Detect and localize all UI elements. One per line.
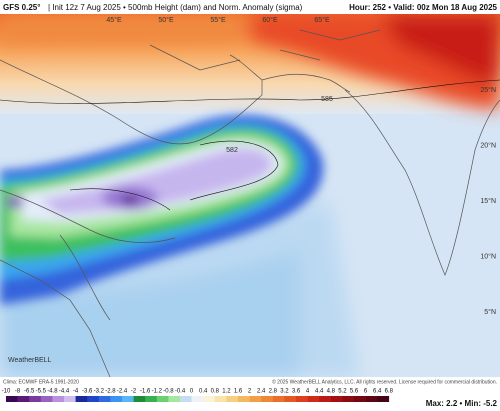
- colorbar-tick-label: 4.4: [315, 389, 324, 395]
- contour-label: 582: [226, 147, 238, 154]
- colorbar-segment: [342, 396, 355, 402]
- longitude-label: 65°E: [314, 16, 330, 24]
- longitude-label: 45°E: [106, 16, 122, 24]
- colorbar-segment: [64, 396, 76, 402]
- colorbar-segment: [145, 396, 158, 402]
- footer-bar: [0, 377, 500, 411]
- colorbar-tick-label: -5.5: [36, 389, 47, 395]
- colorbar-segment: [296, 396, 308, 402]
- colorbar-segment: [180, 396, 192, 402]
- copyright: © 2025 WeatherBELL Analytics, LLC. All r…: [272, 378, 497, 385]
- colorbar-segment: [191, 396, 204, 402]
- colorbar-segment: [307, 396, 320, 402]
- colorbar-segment: [6, 396, 18, 402]
- map-labels: 45°E 50°E 55°E 60°E 65°E 25°N 20°N 15°N 10°N 5°N 5…: [106, 16, 496, 316]
- colorbar-segment: [284, 396, 297, 402]
- colorbar-tick-label: -1.6: [140, 389, 151, 395]
- colorbar-tick-label: 6: [364, 389, 368, 395]
- latitude-label: 15°N: [480, 197, 496, 205]
- colorbar-segment: [29, 396, 42, 402]
- colorbar-segment: [203, 396, 216, 402]
- cold-anomaly: [0, 115, 324, 306]
- colorbar-segment: [40, 396, 53, 402]
- colorbar-tick-label: -3.6: [82, 389, 93, 395]
- colorbar-tick-label: -10: [2, 389, 11, 395]
- colorbar-segment: [98, 396, 111, 402]
- colorbar-tick-label: -0.4: [175, 389, 186, 395]
- header-bar: [0, 0, 500, 14]
- colorbar-segment: [319, 396, 332, 402]
- colorbar-tick-label: 0: [190, 389, 194, 395]
- colorbar: -10 -8 -6.5 -5.5 -4.8 -4.4 -4 -3.6 -3.2 -2.8 -2.4-…: [2, 389, 394, 402]
- colorbar-tick-label: -1.2: [152, 389, 163, 395]
- colorbar-segment: [75, 396, 88, 402]
- colorbar-segment: [261, 396, 274, 402]
- colorbar-tick-label: 1.6: [234, 389, 243, 395]
- colorbar-segment: [330, 396, 343, 402]
- colorbar-segment: [238, 396, 250, 402]
- max-min: Max: 2.2 • Min: -5.2: [426, 399, 498, 408]
- latitude-label: 10°N: [480, 252, 496, 260]
- colorbar-tick-label: 6.8: [385, 389, 394, 395]
- latitude-label: 20°N: [480, 141, 496, 149]
- longitude-label: 50°E: [158, 16, 174, 24]
- longitude-label: 55°E: [210, 16, 226, 24]
- colorbar-tick-label: -8: [15, 389, 21, 395]
- header-valid: Hour: 252 • Valid: 00z Mon 18 Aug 2025: [349, 3, 497, 12]
- colorbar-tick-label: -3.2: [94, 389, 105, 395]
- header-subtitle: | Init 12z 7 Aug 2025 • 500mb Height (da…: [48, 3, 303, 12]
- colorbar-segment: [122, 396, 134, 402]
- colorbar-tick-label: 0.4: [199, 389, 208, 395]
- colorbar-segment: [133, 396, 146, 402]
- colorbar-tick-label: -2: [131, 389, 137, 395]
- coastlines: [0, 29, 500, 377]
- clima-note: Clima: ECMWF ERA-5 1991-2020: [3, 379, 79, 385]
- colorbar-tick-label: 4.8: [327, 389, 336, 395]
- longitude-label: 60°E: [262, 16, 278, 24]
- colorbar-tick-label: -4.8: [47, 389, 58, 395]
- watermark: WeatherBELL: [8, 357, 52, 364]
- colorbar-segment: [87, 396, 100, 402]
- colorbar-tick-label: 5.6: [350, 389, 359, 395]
- colorbar-tick-label: 2.8: [269, 389, 278, 395]
- colorbar-tick-label: 6.4: [373, 389, 382, 395]
- colorbar-tick-label: 4: [306, 389, 310, 395]
- colorbar-segment: [354, 396, 366, 402]
- colorbar-segment: [214, 396, 227, 402]
- colorbar-segment: [17, 396, 30, 402]
- colorbar-tick-label: -0.8: [163, 389, 174, 395]
- latitude-label: 5°N: [484, 308, 496, 316]
- height-contours: [0, 79, 500, 211]
- colorbar-segment: [156, 396, 169, 402]
- colorbar-segment: [272, 396, 285, 402]
- colorbar-tick-label: 2: [248, 389, 252, 395]
- colorbar-tick-label: -6.5: [24, 389, 35, 395]
- colorbar-segment: [365, 396, 378, 402]
- colorbar-tick-label: 3.6: [292, 389, 301, 395]
- header-title: GFS 0.25°: [3, 3, 40, 12]
- colorbar-tick-label: 0.8: [211, 389, 220, 395]
- colorbar-segment: [168, 396, 181, 402]
- contour-label: 585: [321, 96, 333, 103]
- colorbar-tick-label: -4.4: [59, 389, 70, 395]
- colorbar-segment: [377, 396, 390, 402]
- colorbar-segment: [249, 396, 262, 402]
- map: WeatherBELL: [0, 14, 500, 377]
- colorbar-tick-label: -2.4: [117, 389, 128, 395]
- colorbar-segment: [226, 396, 239, 402]
- colorbar-tick-label: -2.8: [105, 389, 116, 395]
- colorbar-tick-label: 3.2: [280, 389, 289, 395]
- colorbar-tick-label: -4: [73, 389, 79, 395]
- latitude-label: 25°N: [480, 86, 496, 94]
- colorbar-tick-label: 5.2: [338, 389, 347, 395]
- colorbar-segment: [52, 396, 65, 402]
- colorbar-segment: [110, 396, 123, 402]
- colorbar-tick-label: 2.4: [257, 389, 266, 395]
- colorbar-tick-label: 1.2: [222, 389, 231, 395]
